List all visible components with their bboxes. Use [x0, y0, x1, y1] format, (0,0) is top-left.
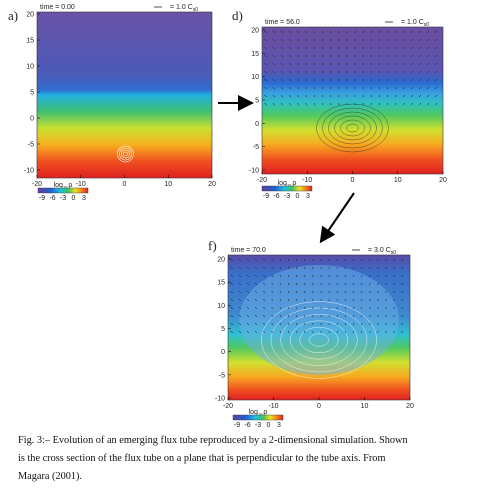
x-tick-label: 0 — [123, 181, 127, 188]
colorbar-tick-label: -6 — [49, 195, 55, 202]
x-tick-label: 10 — [394, 177, 402, 184]
colorbar-tick-label: 3 — [277, 422, 281, 429]
y-tick-label: 20 — [217, 257, 225, 264]
y-tick-label: -5 — [28, 142, 34, 149]
scale-subscript: s0 — [424, 22, 430, 28]
y-tick-label: 20 — [251, 28, 259, 35]
colorbar-tick-label: -9 — [263, 193, 269, 200]
x-tick-label: -20 — [257, 177, 267, 184]
scale-label: = 1.0 Cs0 — [401, 19, 429, 28]
y-tick-label: -10 — [249, 168, 259, 175]
y-tick-label: 0 — [255, 121, 259, 128]
scale-label: = 3.0 Cs0 — [368, 247, 396, 256]
scale-subscript: s0 — [193, 7, 199, 13]
y-tick-label: 10 — [251, 74, 259, 81]
panel-label: a) — [8, 8, 18, 23]
y-tick-label: 0 — [30, 116, 34, 123]
colorbar-tick-label: -3 — [255, 422, 261, 429]
colorbar-tick-label: -6 — [273, 193, 279, 200]
time-label: time = 0.00 — [40, 4, 75, 11]
y-tick-label: 5 — [30, 90, 34, 97]
x-tick-label: -10 — [76, 181, 86, 188]
y-tick-label: 15 — [26, 38, 34, 45]
y-tick-label: 15 — [217, 280, 225, 287]
colorbar — [233, 415, 283, 420]
y-tick-label: 10 — [26, 64, 34, 71]
x-tick-label: -10 — [302, 177, 312, 184]
scale-label: = 1.0 Cs0 — [170, 4, 198, 13]
scale-subscript: s0 — [391, 250, 397, 256]
y-tick-label: -10 — [215, 396, 225, 403]
colorbar-tick-label: 0 — [72, 195, 76, 202]
x-tick-label: 20 — [439, 177, 447, 184]
bubble — [239, 265, 399, 375]
y-tick-label: 15 — [251, 51, 259, 58]
x-tick-label: -10 — [268, 403, 278, 410]
x-tick-label: 0 — [317, 403, 321, 410]
y-tick-label: 0 — [221, 349, 225, 356]
x-tick-label: -20 — [223, 403, 233, 410]
y-tick-label: 5 — [221, 326, 225, 333]
colorbar-tick-label: -3 — [60, 195, 66, 202]
colorbar-tick-label: 3 — [306, 193, 310, 200]
scale-value: = 3.0 C — [368, 247, 391, 254]
caption-line: Magara (2001). — [18, 471, 82, 482]
colorbar-tick-label: -9 — [39, 195, 45, 202]
x-tick-label: 10 — [164, 181, 172, 188]
y-tick-label: -5 — [253, 144, 259, 151]
x-tick-label: 20 — [208, 181, 216, 188]
y-tick-label: -5 — [219, 372, 225, 379]
colorbar-tick-label: 3 — [82, 195, 86, 202]
y-tick-label: 20 — [26, 12, 34, 19]
colorbar-tick-label: -6 — [244, 422, 250, 429]
density-map — [37, 12, 212, 178]
caption-line: Fig. 3:– Evolution of an emerging flux t… — [18, 435, 408, 446]
flow-arrow — [322, 193, 354, 240]
scale-value: = 1.0 C — [170, 4, 193, 11]
colorbar-tick-label: -3 — [284, 193, 290, 200]
y-tick-label: 5 — [255, 98, 259, 105]
y-tick-label: 10 — [217, 303, 225, 310]
x-tick-label: 0 — [351, 177, 355, 184]
colorbar-tick-label: 0 — [296, 193, 300, 200]
colorbar — [262, 186, 312, 191]
scale-value: = 1.0 C — [401, 19, 424, 26]
x-tick-label: 10 — [361, 403, 369, 410]
caption-line: is the cross section of the flux tube on… — [18, 453, 385, 464]
colorbar-tick-label: -9 — [234, 422, 240, 429]
x-tick-label: -20 — [32, 181, 42, 188]
colorbar-tick-label: 0 — [267, 422, 271, 429]
panel-label: f) — [208, 238, 217, 253]
x-tick-label: 20 — [406, 403, 414, 410]
time-label: time = 56.0 — [265, 19, 300, 26]
time-label: time = 70.0 — [231, 247, 266, 254]
colorbar — [38, 188, 88, 193]
y-tick-label: -10 — [24, 168, 34, 175]
panel-label: d) — [232, 8, 243, 23]
